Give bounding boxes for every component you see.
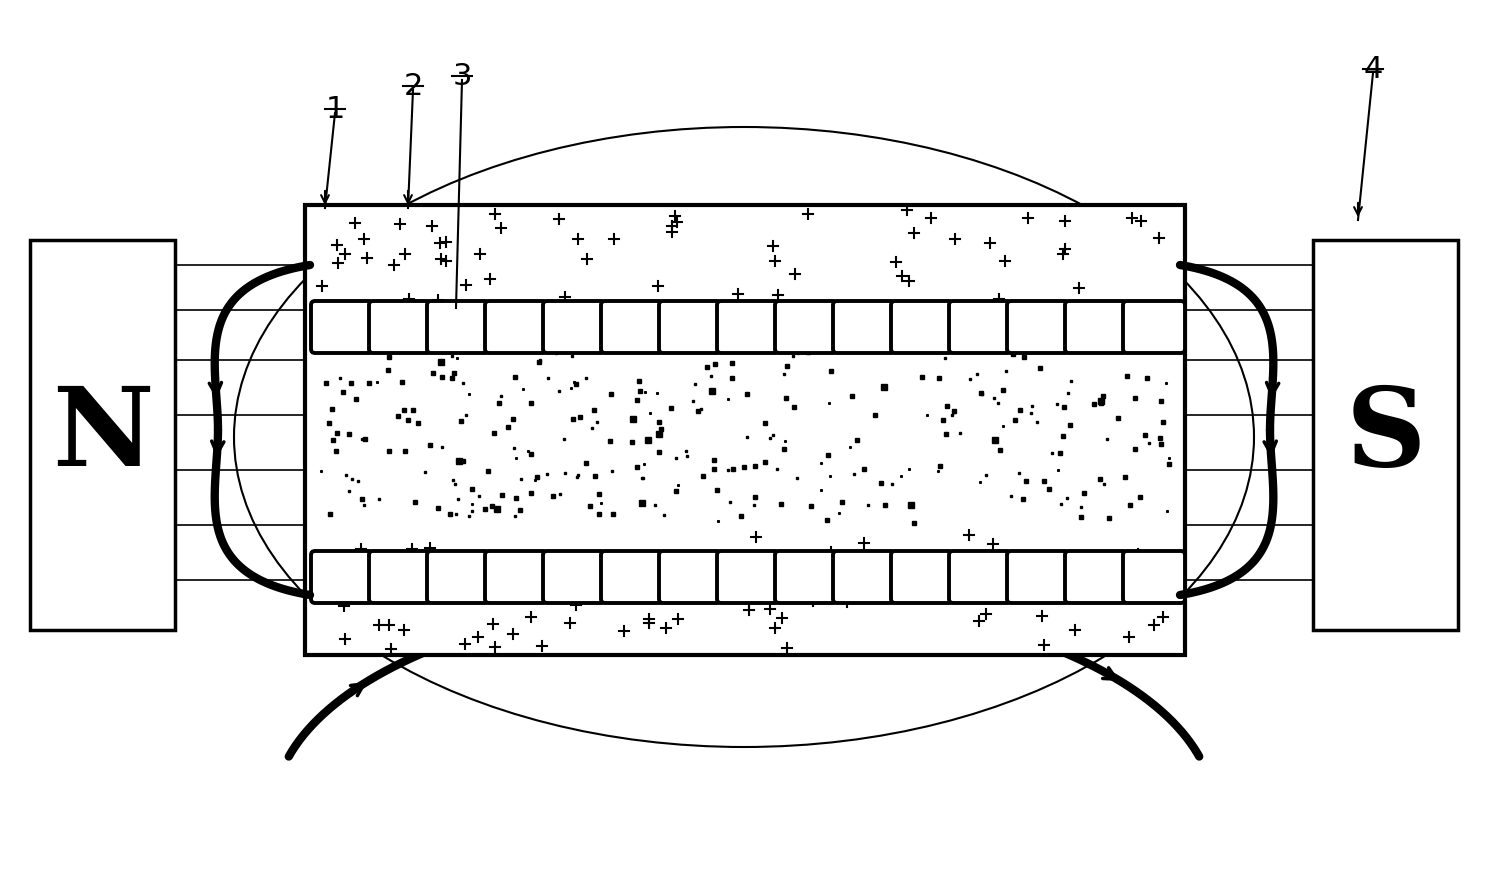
- FancyBboxPatch shape: [949, 301, 1010, 353]
- Text: 3: 3: [452, 62, 472, 91]
- FancyBboxPatch shape: [717, 551, 780, 603]
- FancyBboxPatch shape: [775, 301, 836, 353]
- FancyBboxPatch shape: [369, 301, 432, 353]
- FancyBboxPatch shape: [1065, 551, 1126, 603]
- FancyBboxPatch shape: [601, 301, 664, 353]
- Text: 4: 4: [1363, 55, 1382, 84]
- Bar: [30, 240, 176, 630]
- FancyBboxPatch shape: [891, 301, 952, 353]
- FancyBboxPatch shape: [833, 301, 894, 353]
- Text: 1: 1: [326, 95, 345, 124]
- FancyBboxPatch shape: [1007, 301, 1068, 353]
- FancyBboxPatch shape: [485, 301, 548, 353]
- FancyBboxPatch shape: [833, 551, 894, 603]
- FancyBboxPatch shape: [543, 551, 606, 603]
- FancyBboxPatch shape: [891, 551, 952, 603]
- FancyBboxPatch shape: [485, 551, 548, 603]
- FancyBboxPatch shape: [311, 551, 373, 603]
- FancyBboxPatch shape: [369, 551, 432, 603]
- FancyBboxPatch shape: [659, 551, 722, 603]
- FancyBboxPatch shape: [1007, 551, 1068, 603]
- Text: N: N: [52, 381, 153, 489]
- Text: S: S: [1345, 381, 1426, 489]
- Bar: [1312, 240, 1458, 630]
- FancyBboxPatch shape: [543, 301, 606, 353]
- FancyBboxPatch shape: [427, 551, 490, 603]
- FancyBboxPatch shape: [427, 301, 490, 353]
- Ellipse shape: [234, 127, 1254, 747]
- FancyBboxPatch shape: [717, 301, 780, 353]
- FancyBboxPatch shape: [311, 301, 373, 353]
- Text: 2: 2: [403, 72, 423, 101]
- FancyBboxPatch shape: [659, 301, 722, 353]
- FancyBboxPatch shape: [1123, 301, 1184, 353]
- FancyBboxPatch shape: [775, 551, 836, 603]
- FancyBboxPatch shape: [1123, 551, 1184, 603]
- FancyBboxPatch shape: [949, 551, 1010, 603]
- FancyBboxPatch shape: [1065, 301, 1126, 353]
- FancyBboxPatch shape: [601, 551, 664, 603]
- Bar: [305, 205, 1184, 655]
